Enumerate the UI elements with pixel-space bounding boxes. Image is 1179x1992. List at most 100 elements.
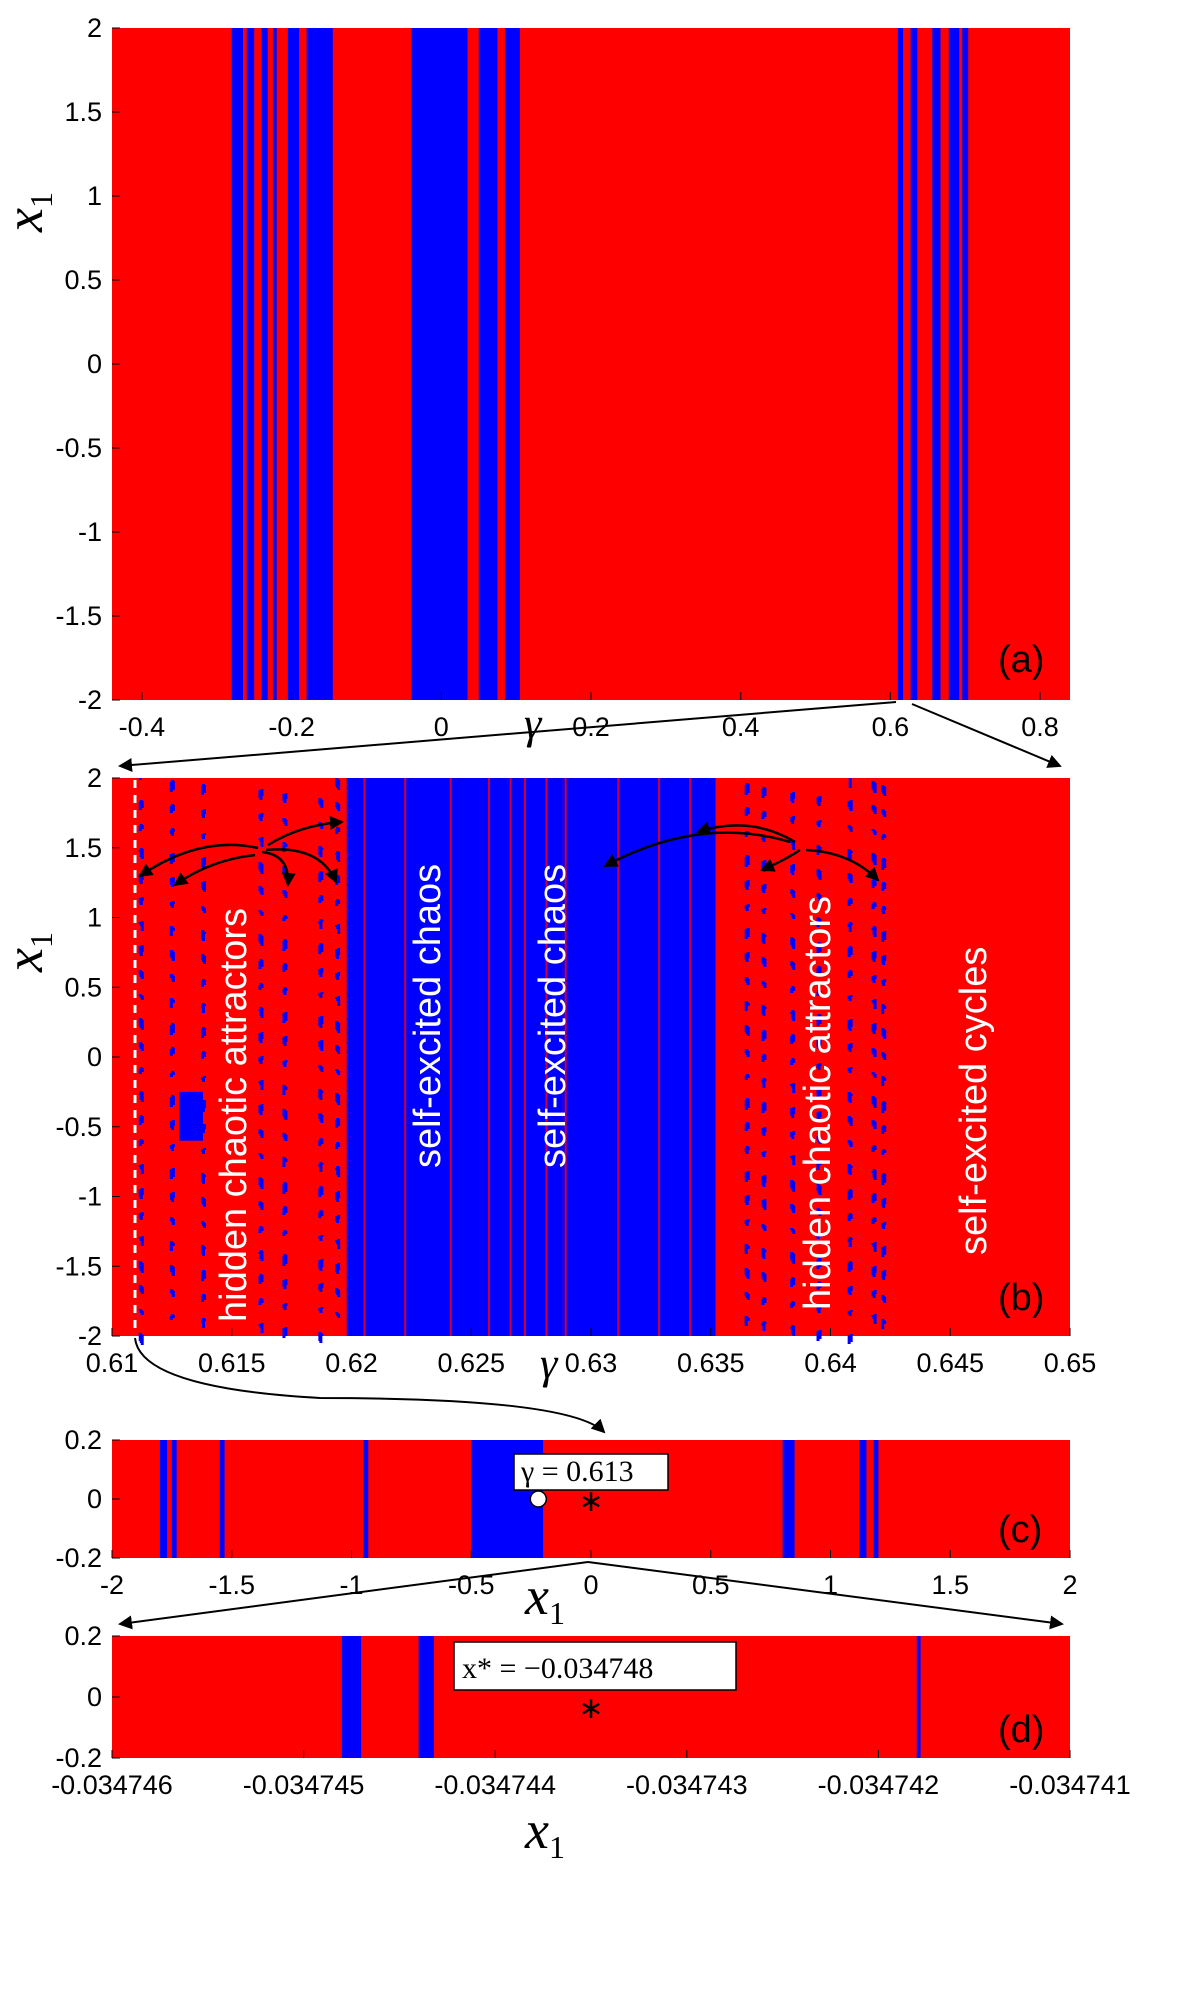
plot-a-area [112, 28, 1070, 700]
basin-band-a-1 [246, 28, 255, 700]
basin-band-b-1 [507, 778, 563, 1336]
panel-b: 0.61 0.615 0.62 0.625 0.63 0.635 0.64 0.645 0.65… [0, 763, 1096, 1388]
basin-band-a-9 [897, 28, 904, 700]
basin-band-a-0 [231, 28, 243, 700]
basin-band-a-12 [948, 28, 960, 700]
panel-label-a: (a) [998, 639, 1044, 681]
x-tick-label: 0.635 [677, 1348, 745, 1378]
sparse-basin-column-3 [258, 789, 264, 1333]
sparse-basin-column-10 [816, 796, 822, 1341]
x-tick-label: 0.8 [1021, 712, 1059, 742]
x-axis-label-d: x1 [524, 1800, 565, 1865]
sparse-basin-column-13 [881, 785, 887, 1329]
basin-band-d-0 [341, 1636, 362, 1758]
panel-a: -0.4-0.200.20.40.60.8-2-1.5-1-0.500.511.… [0, 13, 1070, 748]
y-axis-label-a: x1 [0, 192, 59, 233]
basin-band-c-2 [219, 1440, 225, 1558]
red-streak-b-8 [617, 778, 620, 1336]
basin-band-d-2 [422, 1636, 434, 1758]
label-self-excited-cycles: self-excited cycles [953, 947, 995, 1255]
x-tick-label: -0.4 [119, 712, 166, 742]
sparse-basin-column-6 [335, 778, 341, 1318]
basin-band-a-5 [306, 28, 333, 700]
x-tick-label: 0.64 [804, 1348, 857, 1378]
basin-band-a-4 [287, 28, 300, 700]
basin-band-c-1 [171, 1440, 177, 1558]
red-streak-b-4 [509, 778, 512, 1336]
y-tick-label: 2 [87, 763, 102, 793]
x-tick-label: 0.615 [198, 1348, 266, 1378]
x-tick-label: 0.61 [86, 1348, 139, 1378]
panel-d: -0.034746 -0.034745 -0.034744 -0.034743 -0.0… [51, 1621, 1131, 1865]
y-tick-label: -0.2 [55, 1743, 102, 1773]
basin-band-a-11 [932, 28, 941, 700]
basin-band-c-3 [363, 1440, 369, 1558]
x-tick-label: 0.65 [1044, 1348, 1097, 1378]
panel-label-d: (d) [998, 1709, 1044, 1751]
fixed-point-star-marker: ∗ [578, 1484, 603, 1519]
fixed-point-value-box [453, 1641, 737, 1691]
gamma-value-box [513, 1453, 669, 1491]
red-streak-b-2 [449, 778, 452, 1336]
label-hidden-chaotic-attractors-right: hidden chaotic attractors [797, 896, 839, 1310]
sparse-basin-column-12 [871, 781, 877, 1324]
x-tick-label: 0.4 [722, 712, 760, 742]
y-tick-label: 0 [87, 1682, 102, 1712]
x-tick-label: -0.034743 [626, 1770, 748, 1800]
sparse-basin-column-9 [790, 792, 796, 1336]
x-tick-label: 0.645 [916, 1348, 984, 1378]
basin-band-b-2 [562, 778, 716, 1336]
label-hidden-chaotic-attractors-left: hidden chaotic attractors [213, 908, 255, 1322]
red-streak-b-3 [488, 778, 491, 1336]
y-axis-label-b: x1 [0, 932, 59, 973]
zoom-connector-b-c [134, 1337, 606, 1434]
basin-band-a-13 [962, 28, 969, 700]
y-tick-label: 1 [87, 903, 102, 933]
basin-band-a-10 [910, 28, 918, 700]
y-tick-label: -0.5 [55, 1112, 102, 1142]
y-tick-label: 1 [87, 181, 102, 211]
y-tick-label: 0.2 [64, 1425, 102, 1455]
sparse-basin-column-11 [847, 778, 853, 1344]
y-tick-label: 1.5 [64, 833, 102, 863]
x-axis-label-b: γ [540, 1339, 559, 1388]
red-streak-b-5 [523, 778, 526, 1336]
y-tick-label: -1 [78, 1182, 102, 1212]
y-tick-label: -0.2 [55, 1543, 102, 1573]
x-tick-label: 2 [1062, 1570, 1077, 1600]
x-tick-label: -0.034744 [434, 1770, 556, 1800]
basin-band-c-0 [159, 1440, 168, 1558]
gamma-value-label: γ = 0.613 [520, 1455, 634, 1488]
y-tick-label: -0.5 [55, 433, 102, 463]
red-streak-b-0 [363, 778, 366, 1336]
panel-c: -2 -1.5 -1 -0.5 0 0.5 1 1.5 2-0.200.2 (c) x1 γ =… [55, 1425, 1077, 1631]
x-tick-label: -0.2 [268, 712, 315, 742]
red-streak-b-7 [564, 778, 567, 1336]
x-tick-label: 0.625 [437, 1348, 505, 1378]
red-streak-b-1 [404, 778, 407, 1336]
x-tick-label: 0.5 [692, 1570, 730, 1600]
basin-band-d-3 [916, 1636, 921, 1758]
sparse-basin-column-7 [744, 783, 750, 1326]
fixed-point-star-marker: ∗ [578, 1691, 603, 1726]
zoom-arrows-a-b [118, 701, 1062, 772]
basin-band-a-6 [411, 28, 468, 700]
basin-band-c-7 [873, 1440, 879, 1558]
y-tick-label: -2 [78, 685, 102, 715]
sparse-basin-column-4 [282, 793, 288, 1338]
x-tick-label: 0.63 [565, 1348, 618, 1378]
x-tick-label: 1 [823, 1570, 838, 1600]
basin-band-c-6 [859, 1440, 867, 1558]
y-tick-label: -1 [78, 517, 102, 547]
x-tick-label: 0.62 [325, 1348, 378, 1378]
y-tick-label: 0 [87, 349, 102, 379]
sparse-basin-column-2 [201, 784, 207, 1328]
y-tick-label: -1.5 [55, 601, 102, 631]
red-streak-b-9 [658, 778, 661, 1336]
zoom-arrows-c-d [118, 1561, 1064, 1630]
annotation-arrows-right [603, 821, 880, 882]
x-tick-label: 0 [434, 712, 449, 742]
x-tick-label: -0.034741 [1009, 1770, 1131, 1800]
x-tick-label: 1.5 [931, 1570, 969, 1600]
y-tick-label: 2 [87, 13, 102, 43]
